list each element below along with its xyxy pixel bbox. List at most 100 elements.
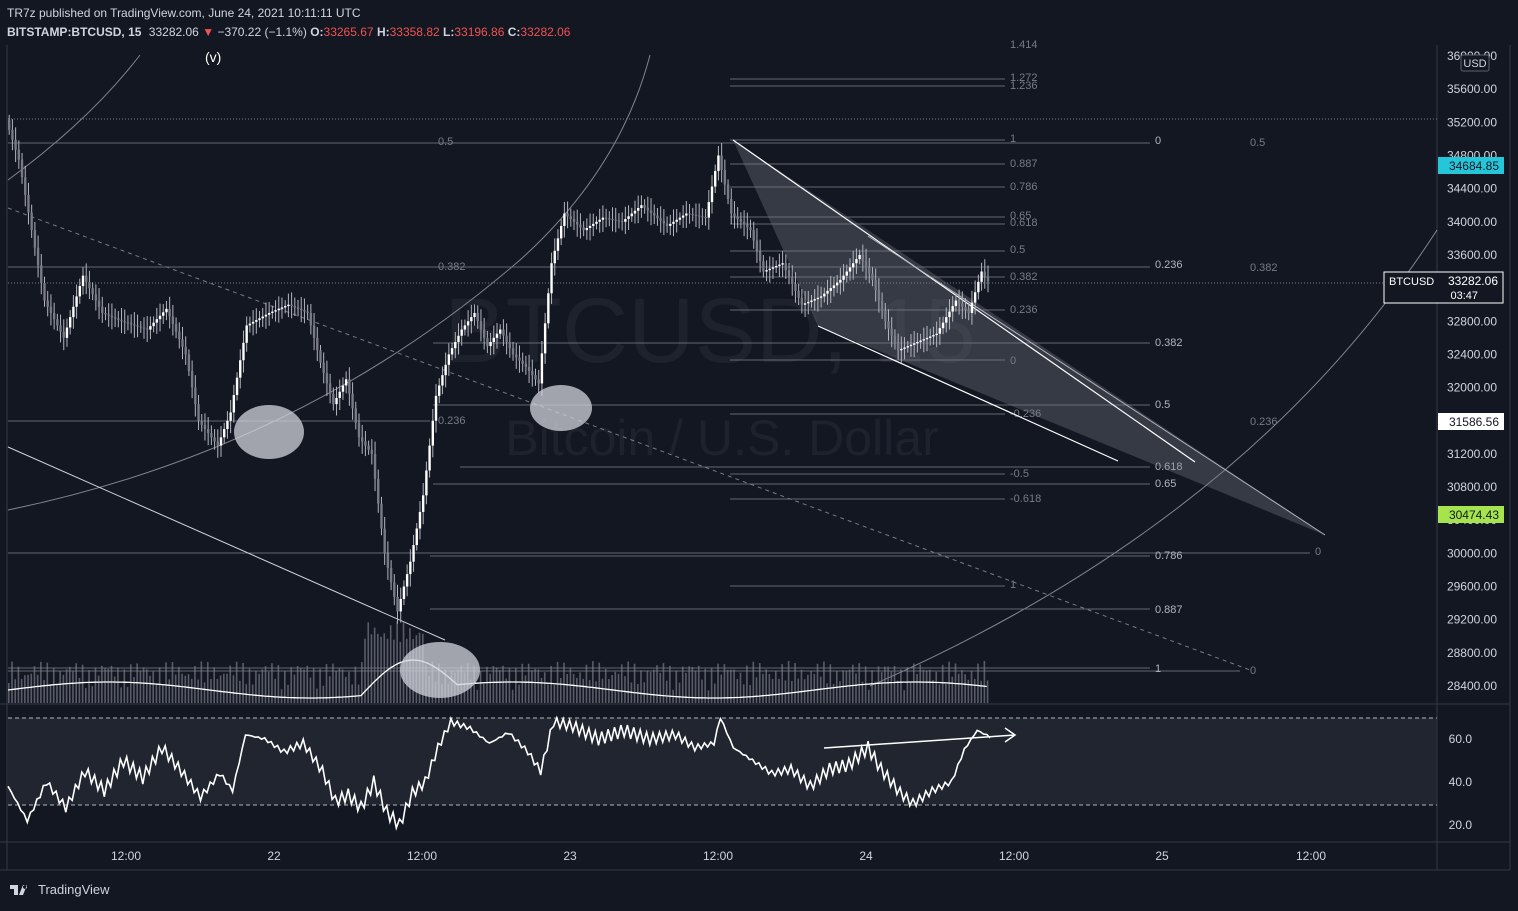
candle-body (617, 220, 621, 222)
candle-body (421, 495, 425, 512)
volume-bar (383, 633, 386, 703)
candle-body (550, 263, 553, 294)
volume-bar (277, 665, 280, 703)
volume-bar (916, 673, 918, 703)
volume-bar (550, 666, 552, 703)
volume-bar (524, 675, 527, 703)
price-tick-label: 32800.00 (1447, 314, 1497, 328)
candle-body (226, 420, 229, 430)
candle-body (868, 267, 871, 274)
candle-body (842, 275, 845, 280)
candle-body (807, 301, 810, 304)
volume-bar (190, 678, 193, 703)
volume-bar (948, 661, 950, 703)
volume-bar (72, 671, 74, 703)
volume-bar (938, 684, 941, 703)
fib-label-right: 0.618 (1155, 461, 1183, 473)
volume-bar (287, 685, 289, 703)
candle-body (14, 139, 17, 150)
candle-body (598, 219, 601, 222)
volume-bar (755, 677, 758, 703)
volume-bar (765, 669, 767, 703)
candle-body (746, 224, 749, 228)
wave-label: (v) (205, 49, 221, 65)
volume-bar (688, 666, 690, 703)
fib-label-right: 0.786 (1155, 550, 1183, 562)
candle-body (553, 250, 556, 264)
volume-bar (56, 684, 58, 703)
candle-body (704, 216, 707, 218)
candle-body (280, 307, 284, 309)
symbol-label[interactable]: BITSTAMP:BTCUSD, 15 (7, 25, 142, 39)
fib-label-center: 0.618 (1010, 217, 1038, 229)
close-label: C: (507, 25, 521, 39)
price-tag-countdown: 03:47 (1450, 290, 1478, 302)
candle-body (81, 275, 85, 287)
candle-body (357, 422, 361, 438)
candle-body (925, 337, 929, 340)
candle-body (954, 300, 958, 307)
time-tick-label: 12:00 (999, 849, 1029, 863)
volume-bar (791, 680, 793, 703)
fib-label-center: 1.272 (1010, 72, 1038, 84)
volume-bar (681, 666, 684, 703)
candle-body (85, 275, 88, 282)
highlight-ellipse (400, 642, 480, 698)
candle-body (835, 282, 839, 286)
volume-bar (107, 668, 110, 703)
candle-body (178, 331, 181, 340)
volume-bar (771, 678, 774, 703)
candle-body (316, 337, 319, 351)
candle-body (312, 325, 316, 338)
volume-bar (768, 674, 771, 703)
candle-body (749, 227, 752, 231)
candle-body (428, 445, 431, 471)
volume-bar (983, 661, 986, 703)
candle-body (117, 318, 120, 320)
candle-body (415, 528, 418, 546)
candle-body (595, 221, 598, 224)
rsi-tick-label: 60.0 (1449, 732, 1473, 746)
candle-body (434, 395, 438, 421)
volume-bar (104, 668, 106, 703)
volume-bar (646, 670, 649, 703)
change-down-icon: ▼ (202, 25, 215, 39)
candle-body (502, 329, 505, 336)
candle-body (829, 288, 832, 291)
price-tag-symbol: BTCUSD (1389, 276, 1434, 288)
volume-bar (126, 686, 129, 703)
candle-body (755, 240, 759, 251)
candle-body (351, 393, 354, 409)
low-label: L: (443, 25, 455, 39)
candle-body (129, 323, 133, 325)
volume-bar (123, 669, 126, 703)
volume-bar (678, 682, 681, 703)
fib-label-center: 1.414 (1010, 39, 1038, 51)
tradingview-brand: TradingView (38, 881, 110, 897)
volume-bar (986, 680, 989, 703)
volume-bar (210, 679, 212, 703)
volume-bar (807, 674, 809, 703)
candle-body (611, 219, 614, 221)
candle-body (444, 364, 447, 376)
volume-bar (68, 666, 71, 703)
low-value: 33196.86 (454, 25, 505, 39)
candle-body (88, 281, 91, 289)
volume-bar (601, 678, 604, 703)
candle-body (492, 337, 495, 342)
volume-bar (152, 671, 155, 703)
volume-bar (627, 661, 629, 703)
candle-body (524, 363, 528, 367)
fib-label-right: 0 (1155, 135, 1161, 147)
volume-bar (145, 669, 148, 703)
candle-body (627, 216, 630, 220)
tradingview-logo[interactable]: TradingView (8, 881, 110, 897)
candle-body (794, 283, 797, 291)
candle-body (139, 326, 142, 328)
candle-body (200, 420, 203, 425)
volume-bar (945, 684, 947, 703)
volume-bar (662, 663, 665, 703)
candle-body (454, 341, 457, 349)
time-tick-label: 12:00 (703, 849, 733, 863)
